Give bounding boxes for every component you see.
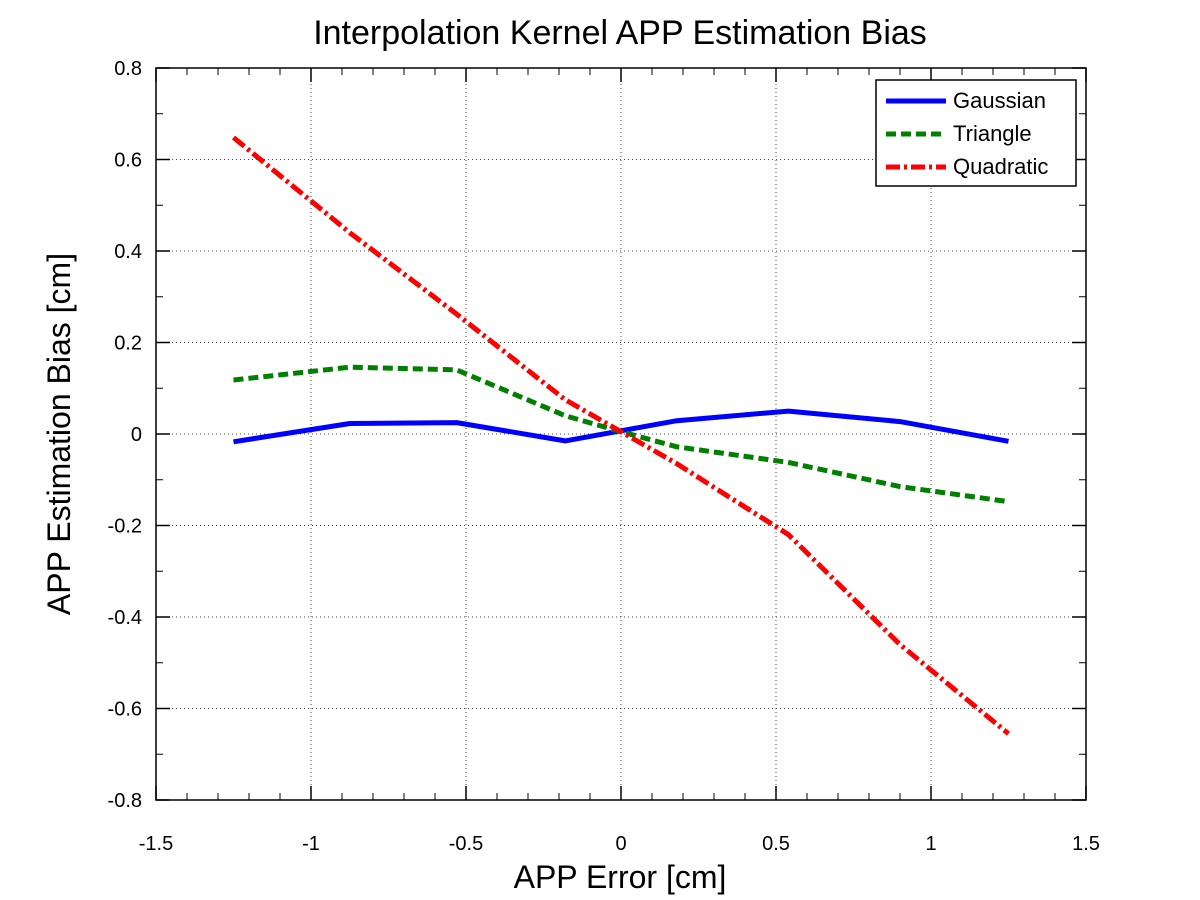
x-tick-label: 1 [925,833,936,855]
x-tick-labels: -1.5 -1 -0.5 0 0.5 1 1.5 [139,833,1100,855]
x-tick-label: -0.5 [449,833,483,855]
y-tick-label: 0 [131,424,142,446]
y-tick-label: 0.2 [114,333,142,355]
y-tick-label: -0.2 [108,516,142,538]
x-tick-label: -1.5 [139,833,173,855]
y-tick-label: -0.6 [108,699,142,721]
y-tick-labels: -0.8 -0.6 -0.4 -0.2 0 0.2 0.4 0.6 0.8 [108,58,142,812]
series-group [231,135,1011,736]
series-line-quadratic [231,135,1011,736]
legend-label-quadratic: Quadratic [953,154,1048,179]
x-tick-label: 0 [615,833,626,855]
y-tick-label: 0.4 [114,241,142,263]
y-axis-label: APP Estimation Bias [cm] [41,253,77,615]
y-tick-label: 0.8 [114,58,142,80]
legend-label-triangle: Triangle [953,121,1032,146]
series-line-gaussian [233,408,1009,445]
x-axis-label: APP Error [cm] [514,859,727,895]
x-tick-label: 0.5 [762,833,790,855]
x-tick-label: -1 [302,833,320,855]
y-tick-label: -0.4 [108,607,142,629]
y-tick-label: 0.6 [114,150,142,172]
legend-label-gaussian: Gaussian [953,88,1046,113]
ticks [155,67,1087,801]
y-tick-label: -0.8 [108,790,142,812]
chart-title: Interpolation Kernel APP Estimation Bias [313,14,927,52]
legend: Gaussian Triangle Quadratic [875,79,1077,187]
x-tick-label: 1.5 [1072,833,1100,855]
